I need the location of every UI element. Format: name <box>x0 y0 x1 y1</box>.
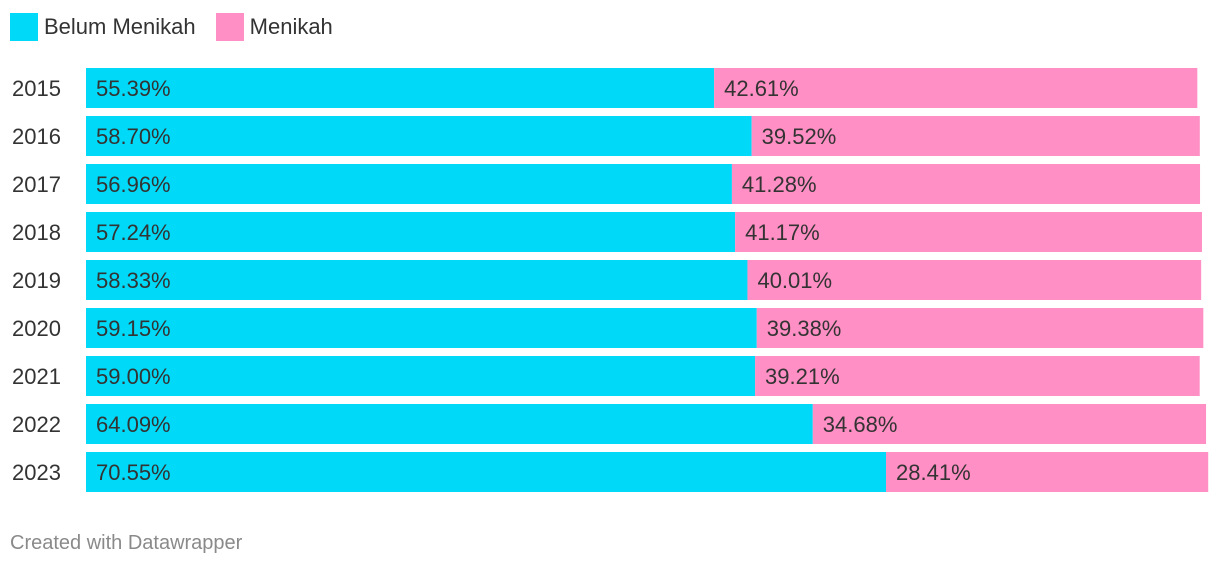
data-label-belum-menikah-2021: 59.00% <box>96 364 171 389</box>
bar-belum-menikah-2021 <box>86 356 756 396</box>
data-label-menikah-2022: 34.68% <box>823 412 898 437</box>
bar-menikah-2020 <box>756 308 1204 348</box>
y-tick-label-2022: 2022 <box>12 412 61 437</box>
bar-belum-menikah-2019 <box>86 260 748 300</box>
bar-belum-menikah-2018 <box>86 212 736 252</box>
legend-swatch-belum-menikah <box>10 13 38 41</box>
y-tick-label-2015: 2015 <box>12 76 61 101</box>
y-tick-label-2018: 2018 <box>12 220 61 245</box>
data-label-belum-menikah-2022: 64.09% <box>96 412 171 437</box>
data-label-menikah-2015: 42.61% <box>724 76 799 101</box>
data-label-menikah-2019: 40.01% <box>757 268 832 293</box>
bar-belum-menikah-2020 <box>86 308 757 348</box>
legend-label-menikah: Menikah <box>249 14 333 39</box>
data-label-belum-menikah-2016: 58.70% <box>96 124 171 149</box>
bar-belum-menikah-2022 <box>86 404 813 444</box>
bar-menikah-2015 <box>714 68 1198 108</box>
data-label-menikah-2021: 39.21% <box>765 364 840 389</box>
bar-belum-menikah-2015 <box>86 68 715 108</box>
bar-menikah-2017 <box>731 164 1201 204</box>
data-label-belum-menikah-2020: 59.15% <box>96 316 171 341</box>
bar-belum-menikah-2016 <box>86 116 752 156</box>
data-label-menikah-2017: 41.28% <box>742 172 817 197</box>
bar-menikah-2019 <box>747 260 1202 300</box>
legend-label-belum-menikah: Belum Menikah <box>44 14 196 39</box>
chart-legend: Belum Menikah Menikah <box>10 12 353 42</box>
y-tick-label-2019: 2019 <box>12 268 61 293</box>
data-label-belum-menikah-2019: 58.33% <box>96 268 171 293</box>
y-tick-label-2023: 2023 <box>12 460 61 485</box>
bar-belum-menikah-2023 <box>86 452 887 492</box>
data-label-menikah-2018: 41.17% <box>745 220 820 245</box>
y-tick-label-2021: 2021 <box>12 364 61 389</box>
data-label-menikah-2016: 39.52% <box>762 124 837 149</box>
bar-menikah-2023 <box>886 452 1209 492</box>
bar-belum-menikah-2017 <box>86 164 732 204</box>
stacked-bar-chart: 2015 55.39% 42.61% 2016 58.70% 39.52% 2017 56.9… <box>12 68 1209 492</box>
legend-item-menikah: Menikah <box>215 13 333 41</box>
data-label-menikah-2020: 39.38% <box>767 316 842 341</box>
data-label-belum-menikah-2017: 56.96% <box>96 172 171 197</box>
data-label-belum-menikah-2015: 55.39% <box>96 76 171 101</box>
bar-menikah-2016 <box>751 116 1200 156</box>
y-tick-label-2020: 2020 <box>12 316 61 341</box>
datawrapper-credit: Created with Datawrapper <box>10 532 243 554</box>
data-label-belum-menikah-2023: 70.55% <box>96 460 171 485</box>
data-label-menikah-2023: 28.41% <box>896 460 971 485</box>
bar-menikah-2018 <box>735 212 1202 252</box>
bar-menikah-2021 <box>755 356 1200 396</box>
legend-item-belum-menikah: Belum Menikah <box>10 13 196 41</box>
data-label-belum-menikah-2018: 57.24% <box>96 220 171 245</box>
y-tick-label-2017: 2017 <box>12 172 61 197</box>
bar-menikah-2022 <box>812 404 1207 444</box>
y-tick-label-2016: 2016 <box>12 124 61 149</box>
legend-swatch-menikah <box>215 13 244 41</box>
